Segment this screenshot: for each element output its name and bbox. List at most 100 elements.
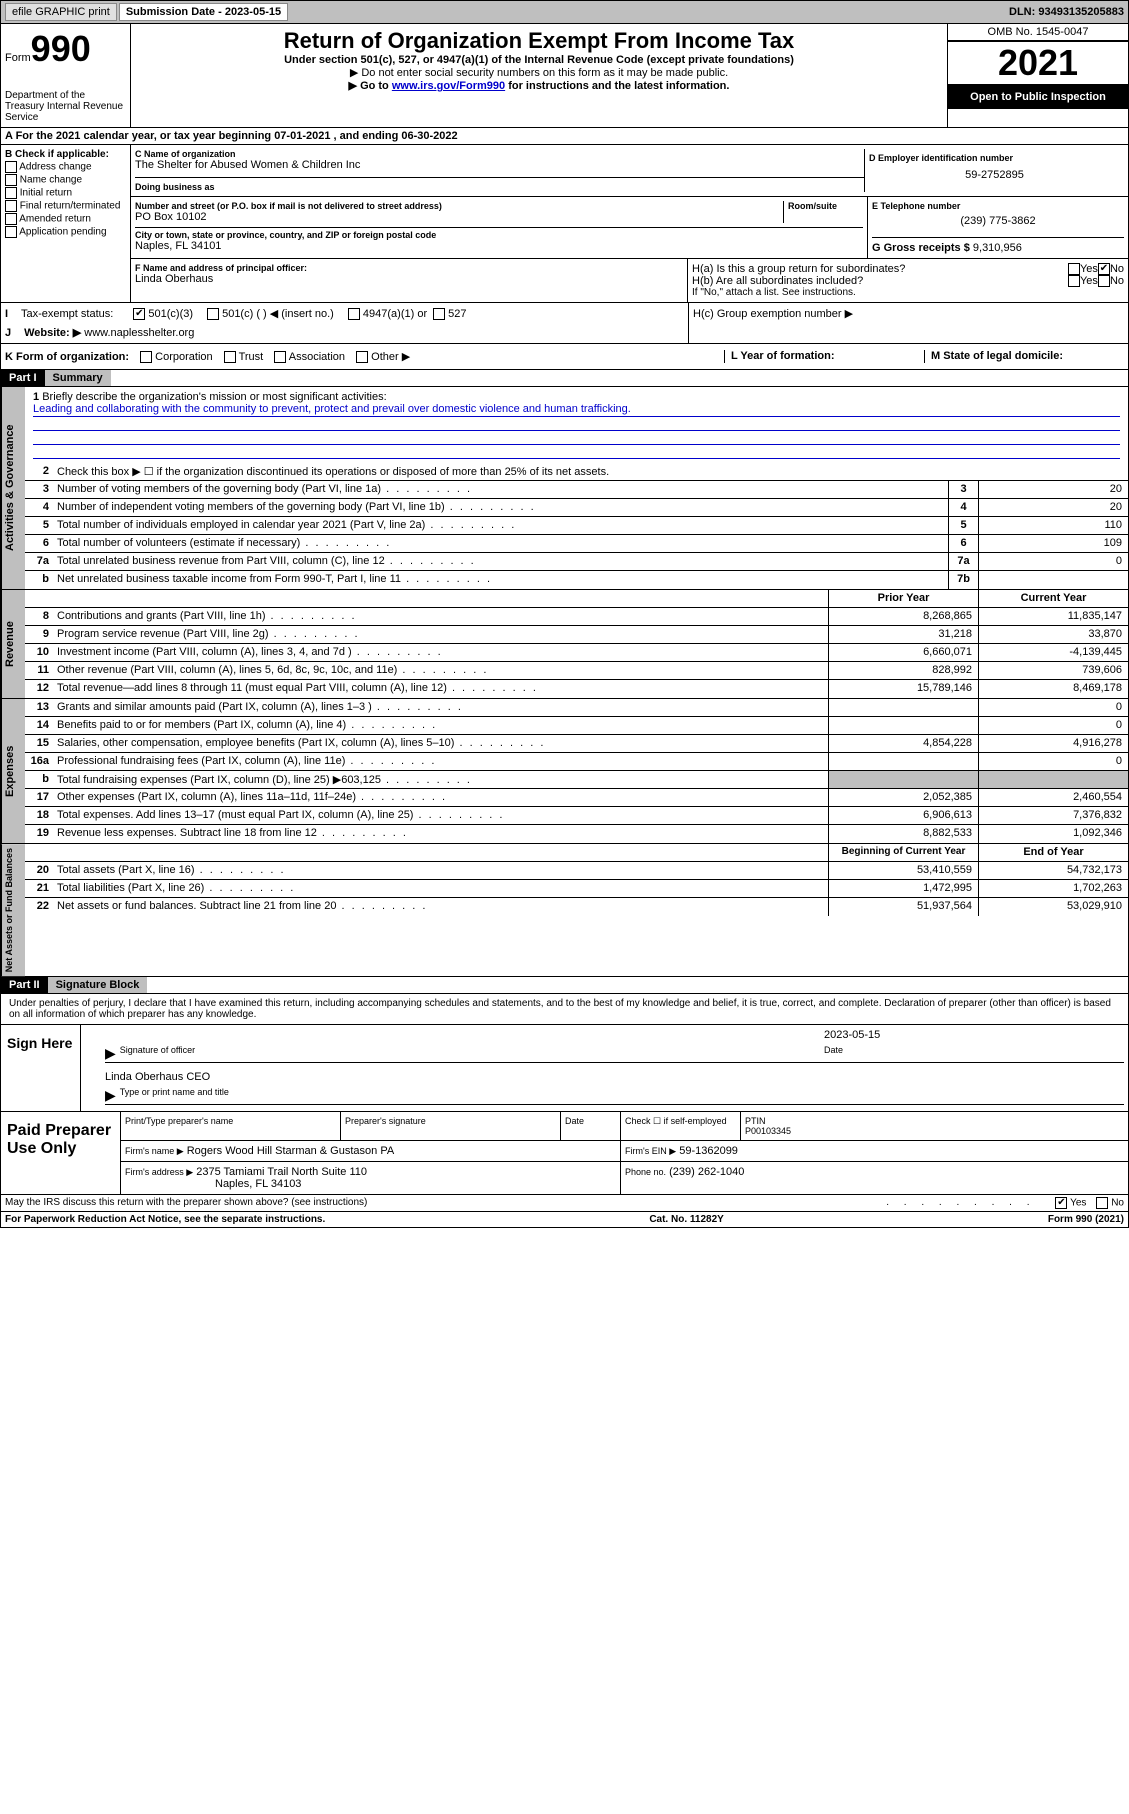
check-initial-return[interactable]: Initial return [5,187,126,199]
line-num: b [25,771,53,788]
table-row: 9 Program service revenue (Part VIII, li… [25,626,1128,644]
current-val: 739,606 [978,662,1128,679]
firm-addr-label: Firm's address ▶ [125,1167,193,1177]
prior-val: 6,906,613 [828,807,978,824]
efile-print-button[interactable]: efile GRAPHIC print [5,3,117,21]
opt-501c: 501(c) ( ) ◀ (insert no.) [222,308,334,320]
prior-val: 53,410,559 [828,862,978,879]
line-num: 6 [25,535,53,552]
check-527[interactable] [433,308,445,320]
room-label: Room/suite [783,201,863,223]
check-4947[interactable] [348,308,360,320]
arrow-icon: ▶ [105,1045,116,1062]
line-text: Net unrelated business taxable income fr… [53,571,948,589]
check-501c[interactable] [207,308,219,320]
part1-title: Summary [45,370,111,386]
current-val: 4,916,278 [978,735,1128,752]
check-corp[interactable] [140,351,152,363]
check-name-change[interactable]: Name change [5,174,126,186]
check-assoc[interactable] [274,351,286,363]
discuss-no: No [1111,1198,1124,1209]
ha-label: H(a) Is this a group return for subordin… [692,263,1068,275]
form-subtitle-1: Under section 501(c), 527, or 4947(a)(1)… [135,54,943,66]
ha-yes-check[interactable] [1068,263,1080,275]
check-other[interactable] [356,351,368,363]
prior-val: 15,789,146 [828,680,978,698]
table-row: 3 Number of voting members of the govern… [25,481,1128,499]
box-e-label: E Telephone number [872,201,1124,211]
side-label-revenue: Revenue [1,590,25,698]
line-text: Benefits paid to or for members (Part IX… [53,717,828,734]
section-b-through-g: B Check if applicable: Address change Na… [0,145,1129,303]
goto-post: for instructions and the latest informat… [505,80,729,92]
line-text: Total assets (Part X, line 16) [53,862,828,879]
line-num: 10 [25,644,53,661]
line1-num: 1 [33,391,39,403]
table-row: 13 Grants and similar amounts paid (Part… [25,699,1128,717]
check-trust[interactable] [224,351,236,363]
irs-link[interactable]: www.irs.gov/Form990 [392,80,505,92]
perjury-declaration: Under penalties of perjury, I declare th… [1,994,1128,1024]
firm-name: Rogers Wood Hill Starman & Gustason PA [187,1145,394,1157]
check-final-return[interactable]: Final return/terminated [5,200,126,212]
goto-pre: ▶ Go to [349,80,392,92]
column-b-checkboxes: B Check if applicable: Address change Na… [1,145,131,302]
opt-501c3: 501(c)(3) [148,308,193,320]
table-row: 17 Other expenses (Part IX, column (A), … [25,789,1128,807]
ha-no-check[interactable] [1098,263,1110,275]
line-num: 4 [25,499,53,516]
firm-name-label: Firm's name ▶ [125,1146,184,1156]
hb-no-check[interactable] [1098,275,1110,287]
line2-num: 2 [25,463,53,480]
opt-527: 527 [448,308,466,320]
side-label-expenses: Expenses [1,699,25,843]
box-g-label: G Gross receipts $ [872,242,970,254]
mission-text: Leading and collaborating with the commu… [33,403,1120,417]
current-val: 7,376,832 [978,807,1128,824]
line-num: 15 [25,735,53,752]
line-text: Total liabilities (Part X, line 26) [53,880,828,897]
website-value: www.naplesshelter.org [84,327,194,339]
table-row: 20 Total assets (Part X, line 16) 53,410… [25,862,1128,880]
may-discuss-label: May the IRS discuss this return with the… [5,1197,367,1209]
opt-4947: 4947(a)(1) or [363,308,427,320]
line-val: 0 [978,553,1128,570]
current-val: 11,835,147 [978,608,1128,625]
hb-yes-check[interactable] [1068,275,1080,287]
line-num: 9 [25,626,53,643]
current-val [978,771,1128,788]
line-box: 3 [948,481,978,498]
check-address-change[interactable]: Address change [5,161,126,173]
current-val: 1,092,346 [978,825,1128,843]
line1-label: Briefly describe the organization's miss… [42,391,386,403]
line-num: 16a [25,753,53,770]
side-label-net-assets: Net Assets or Fund Balances [1,844,25,976]
table-row: 22 Net assets or fund balances. Subtract… [25,898,1128,916]
date-label: Date [824,1045,1124,1062]
box-i-label: I [5,308,21,320]
discuss-yes-check[interactable] [1055,1197,1067,1209]
line-box: 7b [948,571,978,589]
firm-addr: 2375 Tamiami Trail North Suite 110 [196,1166,367,1178]
table-row: 12 Total revenue—add lines 8 through 11 … [25,680,1128,698]
check-app-pending[interactable]: Application pending [5,226,126,238]
check-amended[interactable]: Amended return [5,213,126,225]
dept-label: Department of the Treasury Internal Reve… [5,90,126,123]
no-label: No [1110,263,1124,275]
website-label: Website: ▶ [24,327,81,339]
firm-phone-label: Phone no. [625,1167,666,1177]
current-val: 1,702,263 [978,880,1128,897]
line-text: Total revenue—add lines 8 through 11 (mu… [53,680,828,698]
opt-other: Other ▶ [371,351,410,363]
table-row: 6 Total number of volunteers (estimate i… [25,535,1128,553]
mission-blank-3 [33,445,1120,459]
check-501c3[interactable] [133,308,145,320]
form-word: Form [5,52,31,64]
firm-ein: 59-1362099 [679,1145,738,1157]
line-num: 12 [25,680,53,698]
line-val: 109 [978,535,1128,552]
addr-label: Number and street (or P.O. box if mail i… [135,201,783,211]
discuss-no-check[interactable] [1096,1197,1108,1209]
current-val: 33,870 [978,626,1128,643]
line-text: Total number of individuals employed in … [53,517,948,534]
